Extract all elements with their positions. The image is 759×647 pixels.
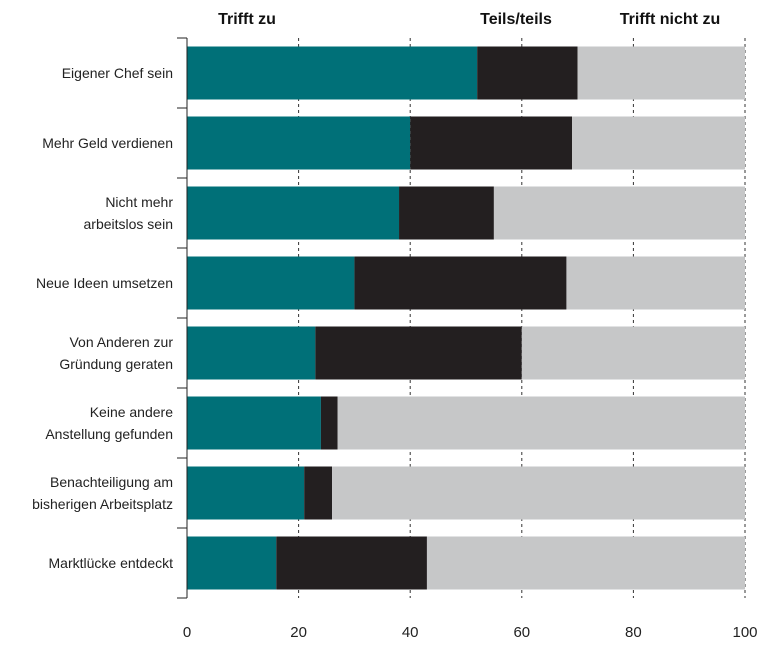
bar-segment-1-2 <box>477 46 578 100</box>
bar-segment-2-2 <box>410 116 573 170</box>
legend-label-2: Teils/teils <box>480 11 552 28</box>
bar-segment-6-3 <box>337 396 745 450</box>
x-tick-label: 20 <box>290 624 307 641</box>
x-tick-label: 100 <box>732 624 757 641</box>
category-label: Keine andere <box>90 404 174 420</box>
bar-segment-3-2 <box>399 186 494 240</box>
category-label: Marktlücke entdeckt <box>49 555 174 571</box>
bar-segment-7-1 <box>187 466 305 520</box>
bar-segment-4-3 <box>566 256 745 310</box>
bar-segment-8-1 <box>187 536 277 590</box>
x-tick-label: 80 <box>625 624 642 641</box>
category-label: Von Anderen zur <box>69 334 173 350</box>
bar-segment-5-2 <box>315 326 522 380</box>
bar-segment-2-1 <box>187 116 411 170</box>
x-tick-label: 40 <box>402 624 419 641</box>
bar-segment-8-3 <box>426 536 745 590</box>
category-label: Benachteiligung am <box>50 474 173 490</box>
category-labels: Eigener Chef sein Mehr Geld verdienen Nich… <box>32 65 173 571</box>
category-label: Nicht mehr <box>105 194 173 210</box>
category-label: Anstellung gefunden <box>45 426 173 442</box>
legend-label-1: Trifft zu <box>218 11 276 28</box>
bar-segment-8-2 <box>276 536 427 590</box>
bar-segment-7-2 <box>304 466 333 520</box>
bar-segment-3-1 <box>187 186 400 240</box>
bar-segment-6-1 <box>187 396 321 450</box>
x-tick-label: 60 <box>513 624 530 641</box>
bar-segment-4-1 <box>187 256 355 310</box>
category-label: Neue Ideen umsetzen <box>36 275 173 291</box>
y-axis <box>177 37 188 599</box>
legend: Trifft zu Teils/teils Trifft nicht zu <box>218 11 720 28</box>
x-tick-labels: 0 20 40 60 80 100 <box>183 624 758 641</box>
legend-label-3: Trifft nicht zu <box>620 11 720 28</box>
bar-segment-1-3 <box>577 46 745 100</box>
bar-segment-5-3 <box>521 326 745 380</box>
category-label: Eigener Chef sein <box>62 65 173 81</box>
bar-segment-2-3 <box>572 116 745 170</box>
bar-segment-1-1 <box>187 46 478 100</box>
bar-segment-5-1 <box>187 326 316 380</box>
category-label: arbeitslos sein <box>84 216 174 232</box>
bar-segment-4-2 <box>354 256 567 310</box>
category-label: Mehr Geld verdienen <box>42 135 173 151</box>
category-label: bisherigen Arbeitsplatz <box>32 496 173 512</box>
category-label: Gründung geraten <box>59 356 173 372</box>
bar-segment-3-3 <box>493 186 745 240</box>
x-tick-label: 0 <box>183 624 191 641</box>
bars <box>187 46 745 590</box>
bar-segment-6-2 <box>320 396 338 450</box>
bar-segment-7-3 <box>332 466 745 520</box>
